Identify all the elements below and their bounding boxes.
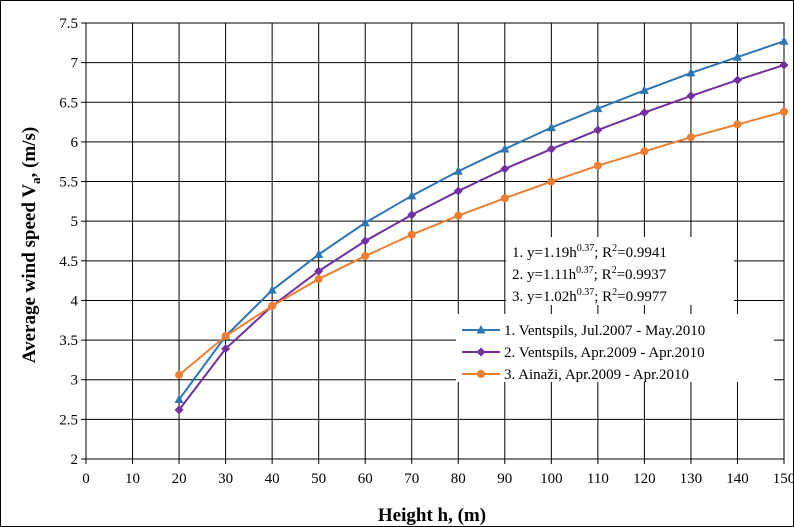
data-point	[174, 405, 184, 415]
x-tick-label: 40	[265, 471, 280, 487]
y-tick-label: 2	[71, 452, 79, 468]
data-point	[314, 249, 324, 258]
data-point	[407, 190, 417, 200]
y-tick-label: 7.5	[59, 16, 78, 32]
data-point	[593, 103, 603, 113]
series-line	[178, 64, 785, 411]
series-3	[175, 107, 788, 379]
data-point	[733, 120, 742, 129]
y-axis-title-main: Average wind speed V	[19, 184, 40, 364]
plot-area	[85, 22, 785, 460]
data-point	[407, 230, 416, 239]
y-tick-label: 5	[71, 214, 79, 230]
data-point	[314, 275, 323, 284]
equation-2: 2. y=1.11h0.37; R2=0.9937	[512, 265, 667, 283]
data-point	[476, 325, 486, 334]
x-tick-label: 130	[680, 471, 703, 487]
legend-item-3: 3. Ainaži, Apr.2009 - Apr.2010	[462, 367, 689, 383]
data-point	[500, 144, 510, 153]
data-point	[500, 194, 509, 203]
y-tick-label: 7	[71, 56, 79, 72]
data-point	[360, 217, 370, 227]
data-point	[407, 210, 417, 220]
legend: 1. Ventspils, Jul.2007 - May.2010 2. Vent…	[456, 314, 774, 383]
y-tick-label: 4	[71, 293, 79, 309]
y-axis-title: Average wind speed Va, (m/s)	[19, 127, 43, 363]
x-tick-label: 10	[125, 471, 140, 487]
series-1	[174, 36, 789, 404]
x-tick-label: 0	[82, 471, 90, 487]
x-axis-ticks: 0 10 20 30 40 50 60 70 80 90 100 110 120 130 140 150	[82, 459, 794, 487]
data-point	[454, 211, 463, 220]
legend-item-2: 2. Ventspils, Apr.2009 - Apr.2010	[462, 345, 705, 361]
data-point	[732, 75, 742, 85]
x-tick-label: 110	[587, 471, 609, 487]
x-tick-label: 60	[358, 471, 373, 487]
y-axis-title-tail: , (m/s)	[19, 127, 40, 178]
x-tick-label: 80	[451, 471, 466, 487]
data-point	[593, 125, 603, 135]
x-tick-label: 50	[311, 471, 326, 487]
y-tick-label: 3.5	[59, 333, 78, 349]
x-tick-label: 70	[404, 471, 419, 487]
y-tick-label: 5.5	[59, 175, 78, 191]
data-point	[221, 344, 231, 354]
data-point	[546, 122, 556, 132]
data-point	[453, 186, 463, 196]
data-point	[500, 164, 510, 174]
data-point	[686, 133, 695, 142]
x-tick-label: 90	[497, 471, 512, 487]
data-point	[779, 36, 789, 45]
equations-box-bg	[506, 237, 734, 305]
data-point	[453, 166, 463, 175]
series-line	[178, 110, 785, 376]
x-tick-label: 140	[726, 471, 749, 487]
legend-label: 3. Ainaži, Apr.2009 - Apr.2010	[504, 367, 689, 383]
series-line	[178, 40, 785, 401]
data-point	[476, 347, 486, 357]
equations-box: 1. y=1.19h0.37; R2=0.9941 2. y=1.11h0.37…	[506, 237, 734, 305]
data-point	[546, 144, 556, 154]
legend-bg	[456, 314, 774, 382]
data-point	[593, 161, 602, 170]
data-point	[779, 60, 789, 70]
x-tick-label: 120	[633, 471, 656, 487]
data-point	[686, 67, 696, 77]
series-group	[174, 36, 789, 415]
y-axis-ticks: 2 2.5 3 3.5 4 4.5 5 5.5 6 6.5 7 7.5	[59, 16, 86, 468]
data-point	[732, 52, 742, 61]
x-axis-title: Height h, (m)	[378, 505, 486, 526]
data-point	[268, 302, 277, 311]
y-axis-title-sub: a	[28, 177, 43, 184]
x-tick-label: 30	[218, 471, 233, 487]
equation-3: 3. y=1.02h0.37; R2=0.9977	[512, 287, 667, 305]
y-tick-label: 6	[71, 135, 79, 151]
y-tick-label: 6.5	[59, 95, 78, 111]
data-point	[314, 266, 324, 276]
y-tick-label: 4.5	[59, 254, 78, 270]
data-point	[174, 394, 184, 404]
data-point	[361, 252, 370, 261]
data-point	[547, 177, 556, 186]
legend-label: 1. Ventspils, Jul.2007 - May.2010	[504, 323, 705, 339]
equation-1: 1. y=1.19h0.37; R2=0.9941	[512, 243, 667, 261]
data-point	[175, 370, 184, 379]
data-point	[267, 285, 277, 294]
data-point	[686, 91, 696, 101]
data-point	[360, 236, 370, 246]
x-tick-label: 20	[172, 471, 187, 487]
legend-item-1: 1. Ventspils, Jul.2007 - May.2010	[462, 323, 705, 339]
y-tick-label: 3	[71, 373, 79, 389]
data-point	[780, 107, 788, 116]
data-point	[477, 370, 485, 378]
x-tick-label: 150	[773, 471, 794, 487]
data-point	[221, 332, 230, 341]
data-point	[639, 108, 649, 118]
data-point	[640, 147, 649, 156]
legend-label: 2. Ventspils, Apr.2009 - Apr.2010	[504, 345, 705, 361]
data-point	[639, 85, 649, 94]
x-tick-label: 100	[540, 471, 563, 487]
y-tick-label: 2.5	[59, 412, 78, 428]
